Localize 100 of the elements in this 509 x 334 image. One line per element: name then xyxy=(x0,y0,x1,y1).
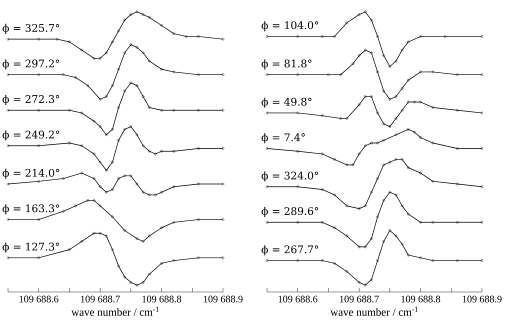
point xyxy=(456,221,459,224)
point xyxy=(105,52,108,54)
point xyxy=(111,188,114,191)
point xyxy=(407,78,410,82)
point xyxy=(197,108,200,112)
point xyxy=(432,259,434,262)
point xyxy=(352,164,354,166)
point xyxy=(62,73,65,76)
point xyxy=(142,240,144,243)
point xyxy=(37,73,40,76)
point xyxy=(111,40,114,44)
x-tick-label: 109 688.7 xyxy=(81,296,120,302)
point xyxy=(382,90,385,92)
point xyxy=(358,207,360,210)
x-tick-label: 109 688.6 xyxy=(20,296,58,302)
point xyxy=(117,139,120,142)
point xyxy=(407,254,410,256)
point xyxy=(98,185,102,188)
point xyxy=(80,48,83,52)
point xyxy=(111,248,114,251)
point xyxy=(376,177,379,180)
point xyxy=(98,125,102,128)
point xyxy=(407,212,410,216)
point xyxy=(160,226,163,230)
point xyxy=(111,128,114,131)
point xyxy=(346,204,348,208)
series-label: ϕ = 104.0° xyxy=(262,21,318,32)
point xyxy=(321,114,324,117)
point xyxy=(197,182,200,186)
point xyxy=(456,182,459,186)
point xyxy=(111,216,114,218)
point xyxy=(80,240,83,243)
point xyxy=(339,73,342,76)
point xyxy=(358,103,360,106)
point xyxy=(154,152,157,156)
point xyxy=(160,262,163,265)
point xyxy=(364,48,367,52)
point xyxy=(98,57,102,60)
point xyxy=(37,108,40,112)
point xyxy=(432,221,434,224)
point xyxy=(136,84,138,87)
point xyxy=(148,106,151,109)
point xyxy=(111,160,114,164)
point xyxy=(394,234,398,238)
point xyxy=(68,108,71,112)
point xyxy=(80,172,83,174)
point xyxy=(382,139,385,142)
point xyxy=(197,256,200,260)
point xyxy=(419,100,422,104)
point xyxy=(92,232,96,234)
point xyxy=(358,152,360,156)
point xyxy=(407,100,410,104)
point xyxy=(333,194,336,196)
point xyxy=(370,190,373,194)
point xyxy=(382,54,385,57)
point xyxy=(432,180,434,183)
point xyxy=(346,234,348,238)
point xyxy=(364,204,367,208)
point xyxy=(376,216,379,218)
point xyxy=(407,128,410,131)
point xyxy=(98,204,102,208)
point xyxy=(339,117,342,120)
point xyxy=(444,35,446,38)
point xyxy=(172,185,176,188)
point xyxy=(432,142,434,144)
point xyxy=(296,73,299,76)
point xyxy=(98,98,102,101)
series-label: ϕ = 214.0° xyxy=(2,168,60,179)
point xyxy=(136,46,138,49)
point xyxy=(98,232,102,234)
point xyxy=(123,229,126,232)
point xyxy=(105,190,108,194)
point xyxy=(130,174,132,178)
point xyxy=(130,43,132,46)
point xyxy=(432,70,434,74)
point xyxy=(419,256,422,260)
point xyxy=(327,73,330,76)
point xyxy=(123,52,126,54)
point xyxy=(74,76,77,79)
point xyxy=(160,24,163,27)
point xyxy=(370,95,373,98)
point xyxy=(419,70,422,74)
point xyxy=(400,108,404,112)
point xyxy=(388,160,392,164)
point xyxy=(92,177,96,180)
point xyxy=(98,160,102,164)
point xyxy=(376,35,379,38)
point xyxy=(400,48,404,52)
point xyxy=(352,62,354,66)
x-tick-label: 109 688.6 xyxy=(278,296,318,302)
point xyxy=(333,226,336,230)
point xyxy=(346,270,348,273)
x-axis-title: wave number / cm$^{-1}$ xyxy=(71,306,159,316)
point xyxy=(376,112,379,114)
series-label: ϕ = 249.2° xyxy=(2,130,60,141)
point xyxy=(123,174,126,178)
point xyxy=(86,84,90,87)
point xyxy=(68,40,71,44)
point xyxy=(456,259,459,262)
point xyxy=(296,185,299,188)
